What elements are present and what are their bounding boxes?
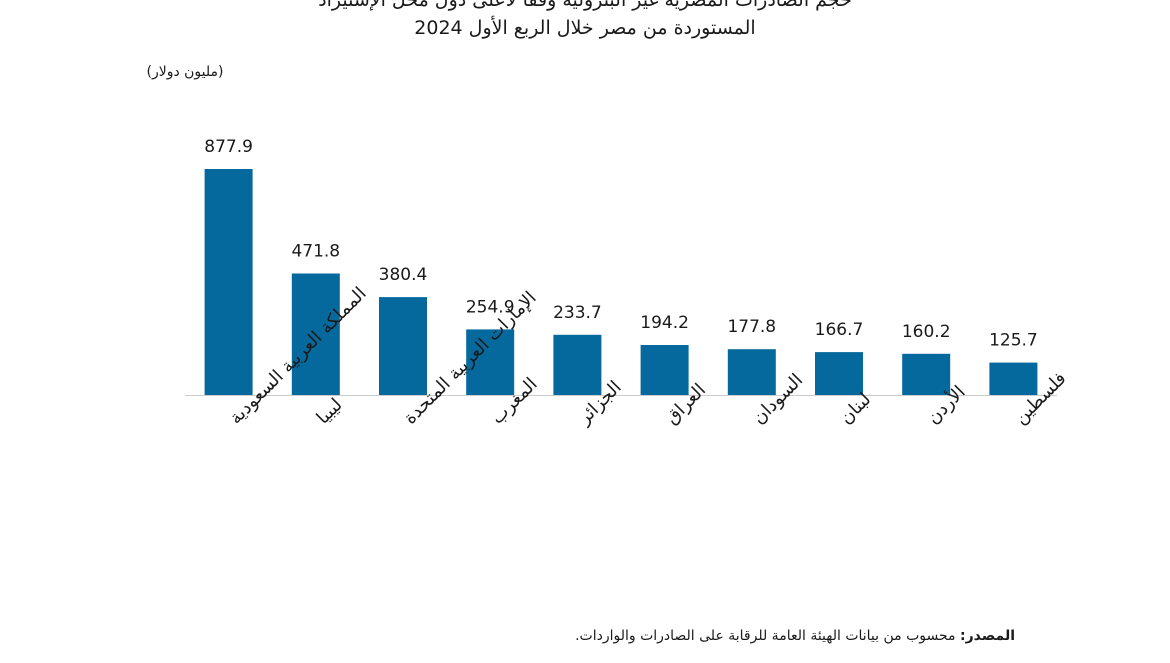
data-label: 177.8: [727, 317, 776, 337]
category-label: ليبيا: [312, 394, 346, 428]
bar: [902, 353, 951, 395]
data-label: 877.9: [204, 137, 253, 157]
source-text: محسوب من بيانات الهيئة العامة للرقابة عل…: [575, 628, 956, 644]
unit-label: (مليون دولار): [146, 64, 224, 80]
source-label: المصدر:: [960, 628, 1015, 644]
data-label: 254.9: [466, 297, 515, 317]
source-note: المصدر: محسوب من بيانات الهيئة العامة لل…: [575, 628, 1015, 644]
bar: [291, 273, 340, 395]
data-label: 125.7: [989, 331, 1038, 351]
data-label: 160.2: [902, 322, 951, 342]
chart-title-line-1: حجم الصادرات المصرية غير البترولية وفقا …: [318, 0, 852, 11]
data-labels-group: 877.9 471.8 380.4 254.9 233.7 194.2 177.8 166.7…: [204, 137, 1037, 351]
bar: [727, 349, 776, 395]
bars-group: [204, 169, 1038, 395]
bar: [466, 329, 515, 395]
data-label: 380.4: [379, 265, 428, 285]
data-label: 233.7: [553, 303, 602, 323]
bar: [989, 362, 1038, 395]
chart-title-line-2: المستوردة من مصر خلال الربع الأول 2024: [414, 17, 756, 39]
data-label: 166.7: [815, 320, 864, 340]
bar: [379, 297, 427, 395]
bar: [204, 169, 253, 395]
bar: [815, 352, 863, 395]
data-label: 471.8: [291, 242, 340, 262]
data-label: 194.2: [640, 313, 689, 333]
bar: [640, 345, 689, 395]
bar: [553, 334, 602, 395]
